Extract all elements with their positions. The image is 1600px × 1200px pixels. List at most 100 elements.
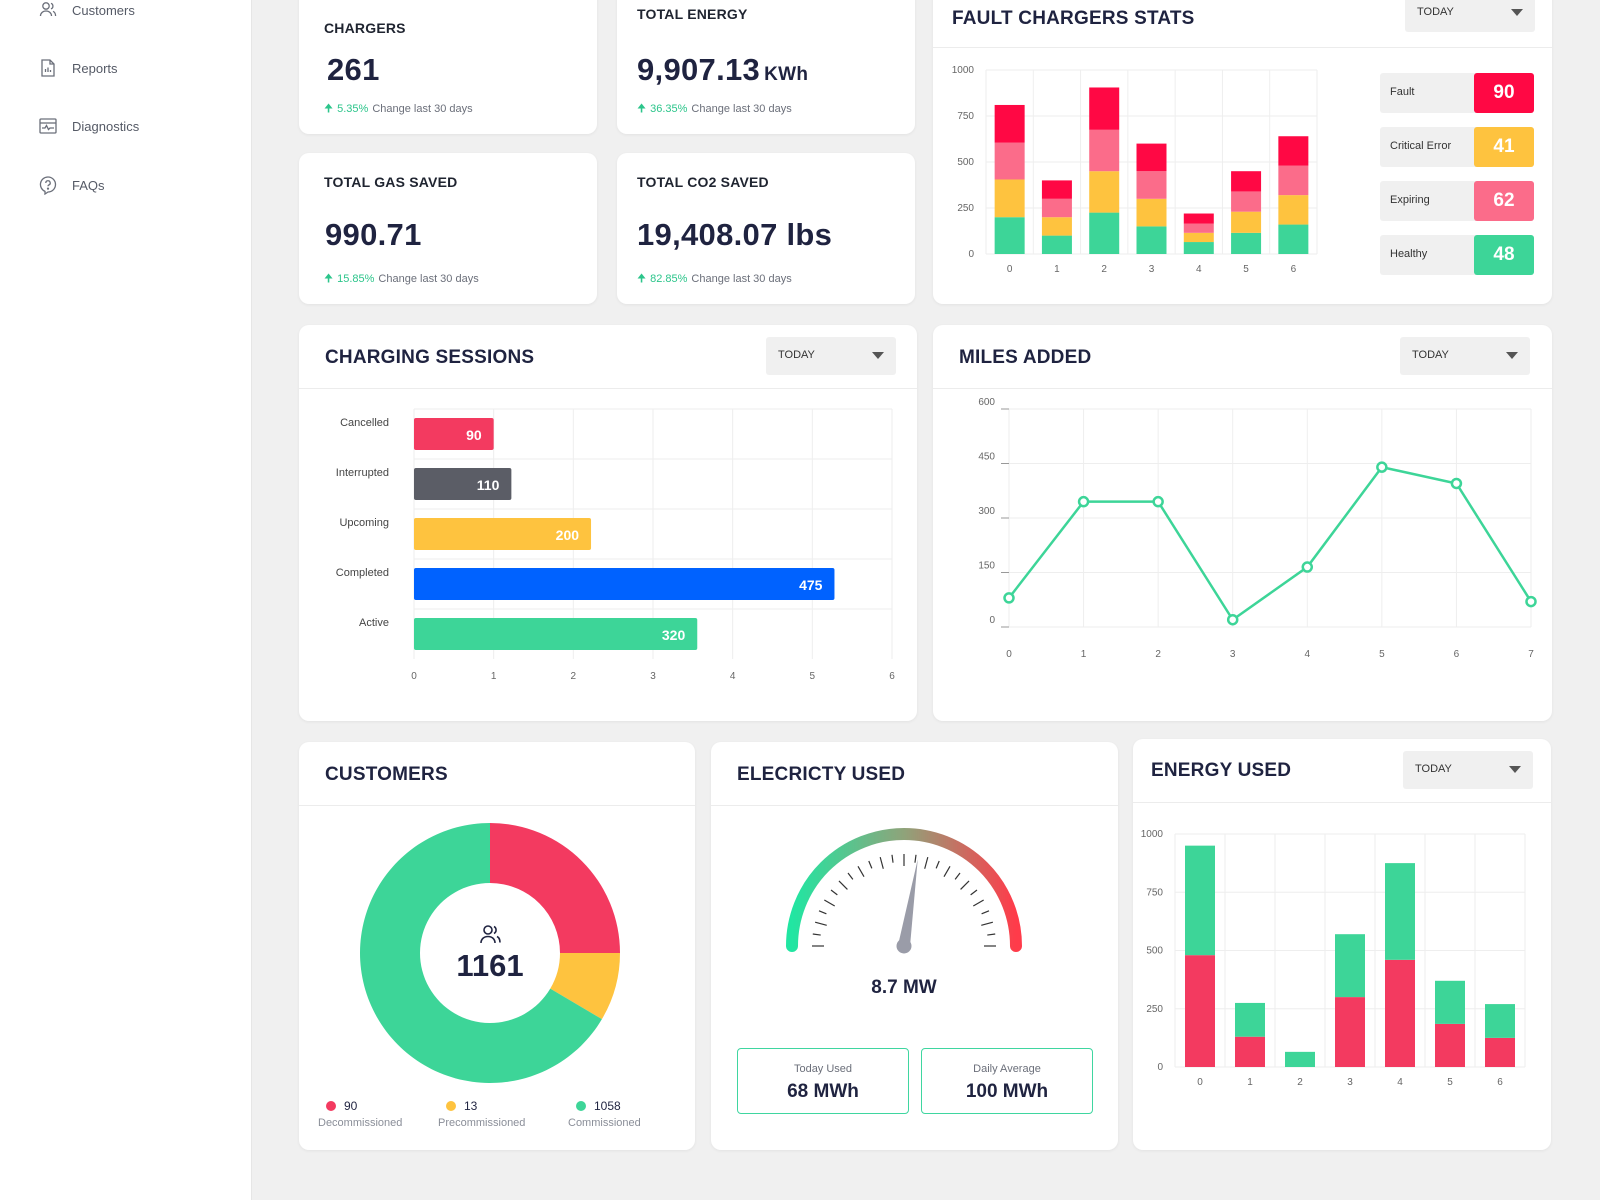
today-used-box: Today Used 68 MWh — [737, 1048, 909, 1114]
badge-label: Healthy — [1390, 248, 1428, 260]
customers-card: CUSTOMERS 1161 90 Decommissioned 13 Precomm… — [299, 742, 695, 1150]
bar-segment — [1231, 232, 1262, 254]
sidebar-item-faqs[interactable]: FAQs — [38, 175, 105, 195]
data-point — [1376, 461, 1388, 473]
fault-badge-critical-error: Critical Error 41 — [1380, 127, 1534, 167]
data-point — [1525, 595, 1537, 608]
sidebar-item-label: Customers — [72, 2, 135, 18]
gauge-tick — [891, 854, 894, 863]
energy-period-dropdown[interactable]: TODAY — [1403, 751, 1533, 789]
arrow-up-icon: 🠉 — [637, 103, 647, 115]
gauge-tick — [914, 854, 917, 863]
bar-segment — [994, 217, 1025, 254]
gauge-tick — [830, 889, 838, 896]
x-tick-label: 0 — [1007, 264, 1013, 275]
data-label: 110 — [477, 477, 500, 493]
sessions-period-dropdown[interactable]: TODAY — [766, 337, 896, 375]
bar-segment — [1136, 198, 1167, 227]
bar-segment — [1183, 223, 1214, 233]
bar-segment — [1041, 180, 1072, 199]
bar-segment — [1041, 235, 1072, 254]
data-point — [1450, 477, 1463, 490]
bar-segment — [1278, 165, 1309, 196]
y-tick-label: Active — [359, 617, 389, 629]
bar-segment — [994, 179, 1025, 218]
diagnostics-icon — [39, 118, 57, 134]
stat-title: TOTAL CO2 SAVED — [637, 174, 769, 190]
card-title: MILES ADDED — [959, 347, 1092, 368]
data-label: 475 — [799, 577, 823, 593]
gauge-reading: 8.7 MW — [871, 977, 937, 998]
bar-segment — [1385, 959, 1415, 1067]
stat-change: 🠉 36.35% Change last 30 days — [637, 103, 792, 115]
x-tick-label: 3 — [1347, 1077, 1353, 1088]
caret-down-icon — [1506, 352, 1518, 359]
bar-segment — [1089, 171, 1120, 213]
x-tick-label: 6 — [1497, 1077, 1503, 1088]
daily-average-label: Daily Average — [973, 1063, 1041, 1075]
legend-item-commissioned: 1058 Commissioned — [568, 1099, 641, 1129]
y-tick-label: 450 — [978, 452, 995, 463]
card-title: ELECRICTY USED — [737, 764, 906, 785]
bar-segment — [1235, 1002, 1265, 1037]
y-tick-label: 1000 — [1141, 829, 1164, 840]
card-header — [299, 325, 917, 389]
card-header — [933, 0, 1552, 48]
y-tick-label: Cancelled — [340, 417, 389, 429]
bar-segment — [1041, 198, 1072, 218]
gas-saved-card: TOTAL GAS SAVED 990.71 🠉 15.85% Change las… — [299, 153, 597, 304]
users-icon — [39, 2, 57, 17]
data-label: 320 — [662, 627, 686, 643]
gauge-tick — [943, 866, 951, 878]
x-tick-label: 5 — [1447, 1077, 1453, 1088]
data-point — [1226, 613, 1239, 626]
bar-segment — [1185, 955, 1215, 1067]
legend-label: Decommissioned — [318, 1117, 403, 1129]
x-tick-label: 6 — [1291, 264, 1297, 275]
x-tick-label: 3 — [1149, 264, 1155, 275]
bar-segment — [1285, 1051, 1315, 1067]
bar-segment — [994, 104, 1025, 143]
x-tick-label: 2 — [571, 671, 577, 682]
caret-down-icon — [1509, 766, 1521, 773]
badge-value: 90 — [1474, 73, 1534, 113]
fault-period-dropdown[interactable]: TODAY — [1405, 0, 1535, 32]
fault-badge-fault: Fault 90 — [1380, 73, 1534, 113]
badge-value: 48 — [1474, 235, 1534, 275]
sidebar-item-customers[interactable]: Customers — [38, 0, 135, 20]
sidebar-item-diagnostics[interactable]: Diagnostics — [38, 116, 139, 136]
report-icon — [41, 59, 55, 77]
gauge-tick — [972, 899, 984, 907]
bar-segment — [1278, 195, 1309, 225]
bar — [414, 468, 512, 500]
gauge-arc — [786, 828, 1022, 952]
x-tick-label: 6 — [1454, 649, 1460, 660]
gauge-tick — [970, 889, 978, 896]
y-tick-label: 500 — [1146, 946, 1163, 957]
gauge-tick — [981, 910, 990, 915]
x-tick-label: 4 — [1196, 264, 1202, 275]
help-icon — [39, 176, 57, 195]
stat-value: 19,408.07 lbs — [637, 217, 833, 252]
miles-chart: 0 1 2 3 4 5 6 7 0 150 300 450 600 — [978, 397, 1537, 660]
x-tick-label: 3 — [1230, 649, 1236, 660]
customers-total: 1161 — [456, 948, 523, 983]
x-tick-label: 2 — [1155, 649, 1161, 660]
pie-slice — [550, 953, 620, 1020]
bar-segment — [1183, 232, 1214, 243]
miles-period-dropdown[interactable]: TODAY — [1400, 337, 1530, 375]
fault-badge-expiring: Expiring 62 — [1380, 181, 1534, 221]
y-tick-label: 0 — [989, 615, 995, 626]
legend-dot — [576, 1101, 586, 1111]
bar-segment — [1136, 226, 1167, 254]
gauge-needle — [898, 859, 918, 947]
x-tick-label: 2 — [1101, 264, 1107, 275]
sidebar-item-reports[interactable]: Reports — [38, 58, 118, 78]
stat-change: 🠉 82.85% Change last 30 days — [637, 273, 792, 285]
arrow-up-icon: 🠉 — [637, 273, 647, 285]
x-tick-label: 2 — [1297, 1077, 1303, 1088]
legend-value: 90 — [344, 1099, 358, 1113]
total-energy-card: TOTAL ENERGY 9,907.13 KWh 🠉 36.35% Change l… — [617, 0, 915, 134]
gauge-tick — [987, 933, 996, 936]
card-header — [1133, 739, 1551, 803]
